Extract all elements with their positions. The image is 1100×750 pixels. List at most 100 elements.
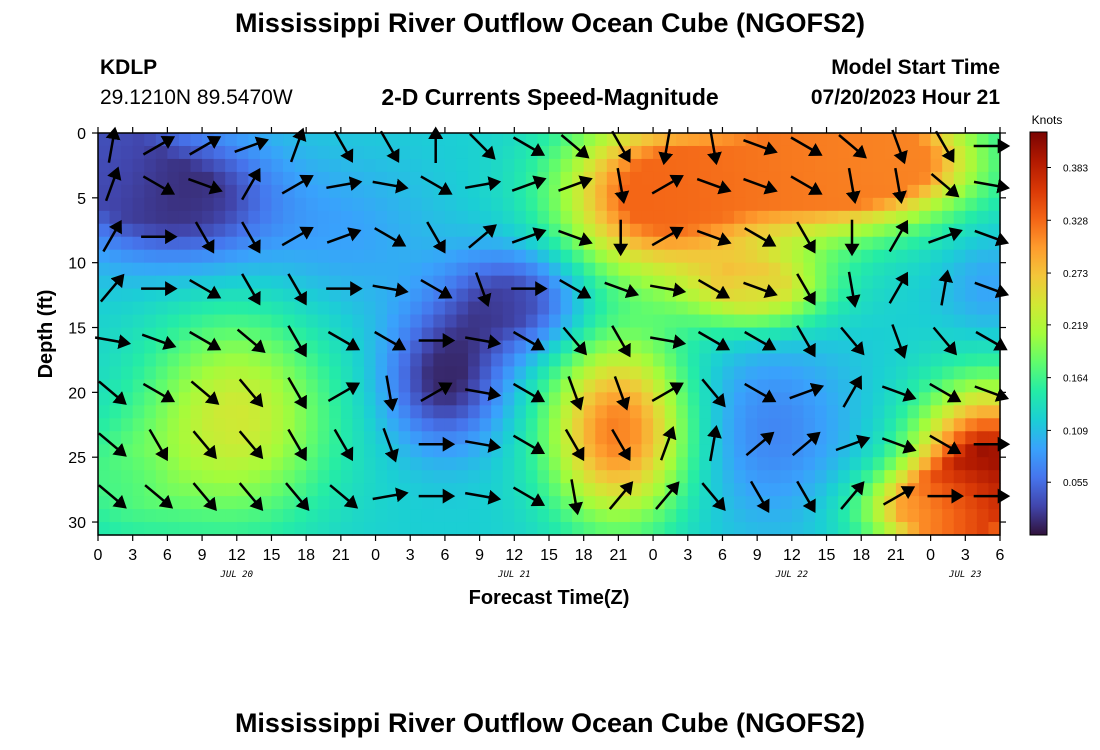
heatmap-cell xyxy=(468,197,481,212)
heatmap-cell xyxy=(421,327,434,342)
heatmap-cell xyxy=(664,392,677,406)
heatmap-cell xyxy=(502,366,515,380)
heatmap-cell xyxy=(953,275,966,290)
heatmap-cell xyxy=(884,197,897,212)
current-vector-arrow xyxy=(838,134,867,159)
heatmap-cell xyxy=(618,133,631,147)
heatmap-cell xyxy=(352,457,365,471)
heatmap-cell xyxy=(410,522,423,536)
heatmap-cell xyxy=(942,236,955,251)
heatmap-cell xyxy=(167,509,180,523)
current-vector-arrow xyxy=(326,227,362,244)
current-vector-arrow xyxy=(707,425,722,462)
heatmap-cell xyxy=(410,379,423,393)
heatmap-cell xyxy=(468,210,481,225)
heatmap-cell xyxy=(780,509,793,523)
heatmap-cell xyxy=(780,301,793,316)
heatmap-cell xyxy=(757,262,770,277)
heatmap-cell xyxy=(965,353,978,368)
heatmap-cell xyxy=(629,301,643,316)
heatmap-cell xyxy=(629,314,643,329)
x-tick-label: 0 xyxy=(371,547,380,564)
heatmap-cell xyxy=(444,275,458,290)
heatmap-cell xyxy=(838,340,851,355)
heatmap-cell xyxy=(976,158,990,173)
heatmap-cell xyxy=(814,327,828,342)
heatmap-cell xyxy=(965,327,978,342)
heatmap-cell xyxy=(757,522,770,536)
heatmap-cell xyxy=(884,366,897,380)
heatmap-cell xyxy=(525,405,539,419)
heatmap-cell xyxy=(826,470,839,484)
heatmap-cell xyxy=(699,236,712,251)
current-vector-arrow xyxy=(744,330,777,351)
heatmap-cell xyxy=(780,314,793,329)
current-vector-arrow xyxy=(611,428,631,462)
heatmap-cell xyxy=(502,431,515,445)
heatmap-cell xyxy=(710,405,724,419)
heatmap-cell xyxy=(502,184,515,199)
heatmap-cell xyxy=(953,522,966,536)
heatmap-cell xyxy=(606,223,619,238)
heatmap-cell xyxy=(919,133,932,147)
heatmap-cell xyxy=(178,340,192,355)
heatmap-cell xyxy=(884,262,897,277)
heatmap-cell xyxy=(826,171,839,186)
heatmap-cell xyxy=(745,301,758,316)
heatmap-cell xyxy=(514,197,527,212)
heatmap-cell xyxy=(861,197,874,212)
heatmap-cell xyxy=(421,236,434,251)
heatmap-cell xyxy=(491,262,504,277)
heatmap-cell xyxy=(248,301,261,316)
x-tick-label: 6 xyxy=(718,547,727,564)
heatmap-cell xyxy=(178,288,192,303)
current-vector-arrow xyxy=(743,281,778,299)
heatmap-cell xyxy=(953,431,966,445)
heatmap-cell xyxy=(930,145,943,160)
heatmap-cell xyxy=(456,210,469,225)
heatmap-cell xyxy=(734,379,747,393)
heatmap-cell xyxy=(202,522,215,536)
heatmap-cell xyxy=(930,470,943,484)
heatmap-cell xyxy=(919,366,932,380)
heatmap-cell xyxy=(456,223,469,238)
heatmap-cell xyxy=(826,444,839,458)
heatmap-cell xyxy=(618,262,631,277)
heatmap-cell xyxy=(433,223,446,238)
heatmap-cell xyxy=(468,158,481,173)
heatmap-cell xyxy=(988,470,1001,484)
heatmap-cell xyxy=(653,353,666,368)
current-vector-arrow xyxy=(562,326,588,356)
current-vector-arrow xyxy=(327,330,361,351)
heatmap-cell xyxy=(144,223,157,238)
heatmap-cell xyxy=(629,392,643,406)
heatmap-cell xyxy=(294,379,307,393)
heatmap-cell xyxy=(329,145,342,160)
heatmap-cell xyxy=(838,249,851,264)
heatmap-cell xyxy=(387,457,400,471)
current-vector-arrow xyxy=(888,219,909,253)
heatmap-cell xyxy=(549,288,562,303)
heatmap-cell xyxy=(988,158,1001,173)
heatmap-cell xyxy=(340,418,354,432)
heatmap-cell xyxy=(283,418,296,432)
heatmap-cell xyxy=(826,353,839,368)
heatmap-cell xyxy=(791,158,805,173)
heatmap-cell xyxy=(410,210,423,225)
heatmap-cell xyxy=(826,418,839,432)
heatmap-cell xyxy=(352,470,365,484)
heatmap-cell xyxy=(525,353,539,368)
heatmap-cell xyxy=(872,301,885,316)
heatmap-cell xyxy=(132,158,145,173)
heatmap-cell xyxy=(329,353,342,368)
heatmap-cell xyxy=(872,197,885,212)
heatmap-cell xyxy=(653,366,666,380)
current-vector-arrow xyxy=(929,382,962,403)
heatmap-cell xyxy=(606,249,619,264)
heatmap-cell xyxy=(560,457,573,471)
heatmap-cell xyxy=(641,444,654,458)
heatmap-cell xyxy=(884,314,897,329)
heatmap-cell xyxy=(641,509,654,523)
heatmap-cell xyxy=(919,236,932,251)
